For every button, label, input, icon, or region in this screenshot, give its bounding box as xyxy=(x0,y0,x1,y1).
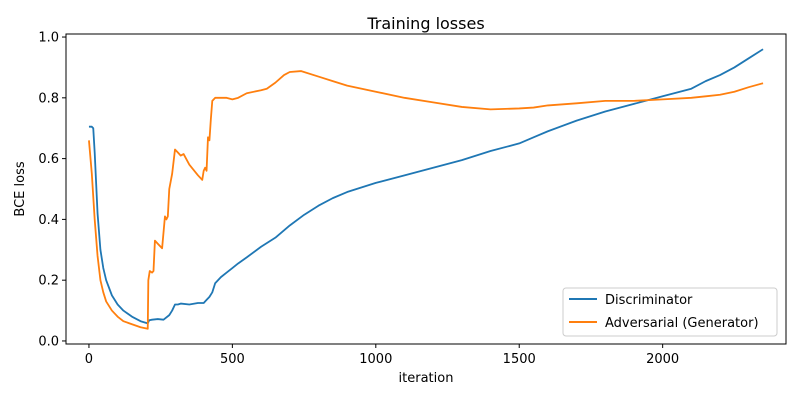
y-tick-label: 0.0 xyxy=(38,334,59,349)
x-tick-label: 1000 xyxy=(359,352,392,367)
y-tick-label: 0.4 xyxy=(38,213,59,228)
x-tick-label: 0 xyxy=(85,352,93,367)
series-line-discriminator xyxy=(89,49,763,323)
chart-title: Training losses xyxy=(366,14,484,33)
x-axis-label: iteration xyxy=(399,371,454,386)
y-tick-label: 0.8 xyxy=(38,91,59,106)
y-axis-label: BCE loss xyxy=(13,161,28,216)
x-axis: 0 500 1000 1500 2000 xyxy=(85,344,679,367)
legend-label-discriminator: Discriminator xyxy=(605,293,693,308)
x-tick-label: 1500 xyxy=(503,352,536,367)
y-axis: 0.0 0.2 0.4 0.6 0.8 1.0 xyxy=(38,31,66,350)
y-tick-label: 0.6 xyxy=(38,152,59,167)
y-tick-label: 0.2 xyxy=(38,274,59,289)
legend-label-generator: Adversarial (Generator) xyxy=(605,316,759,331)
y-tick-label: 1.0 xyxy=(38,31,59,46)
plot-area xyxy=(89,49,763,329)
legend: Discriminator Adversarial (Generator) xyxy=(563,288,777,336)
x-tick-label: 2000 xyxy=(646,352,679,367)
x-tick-label: 500 xyxy=(220,352,245,367)
